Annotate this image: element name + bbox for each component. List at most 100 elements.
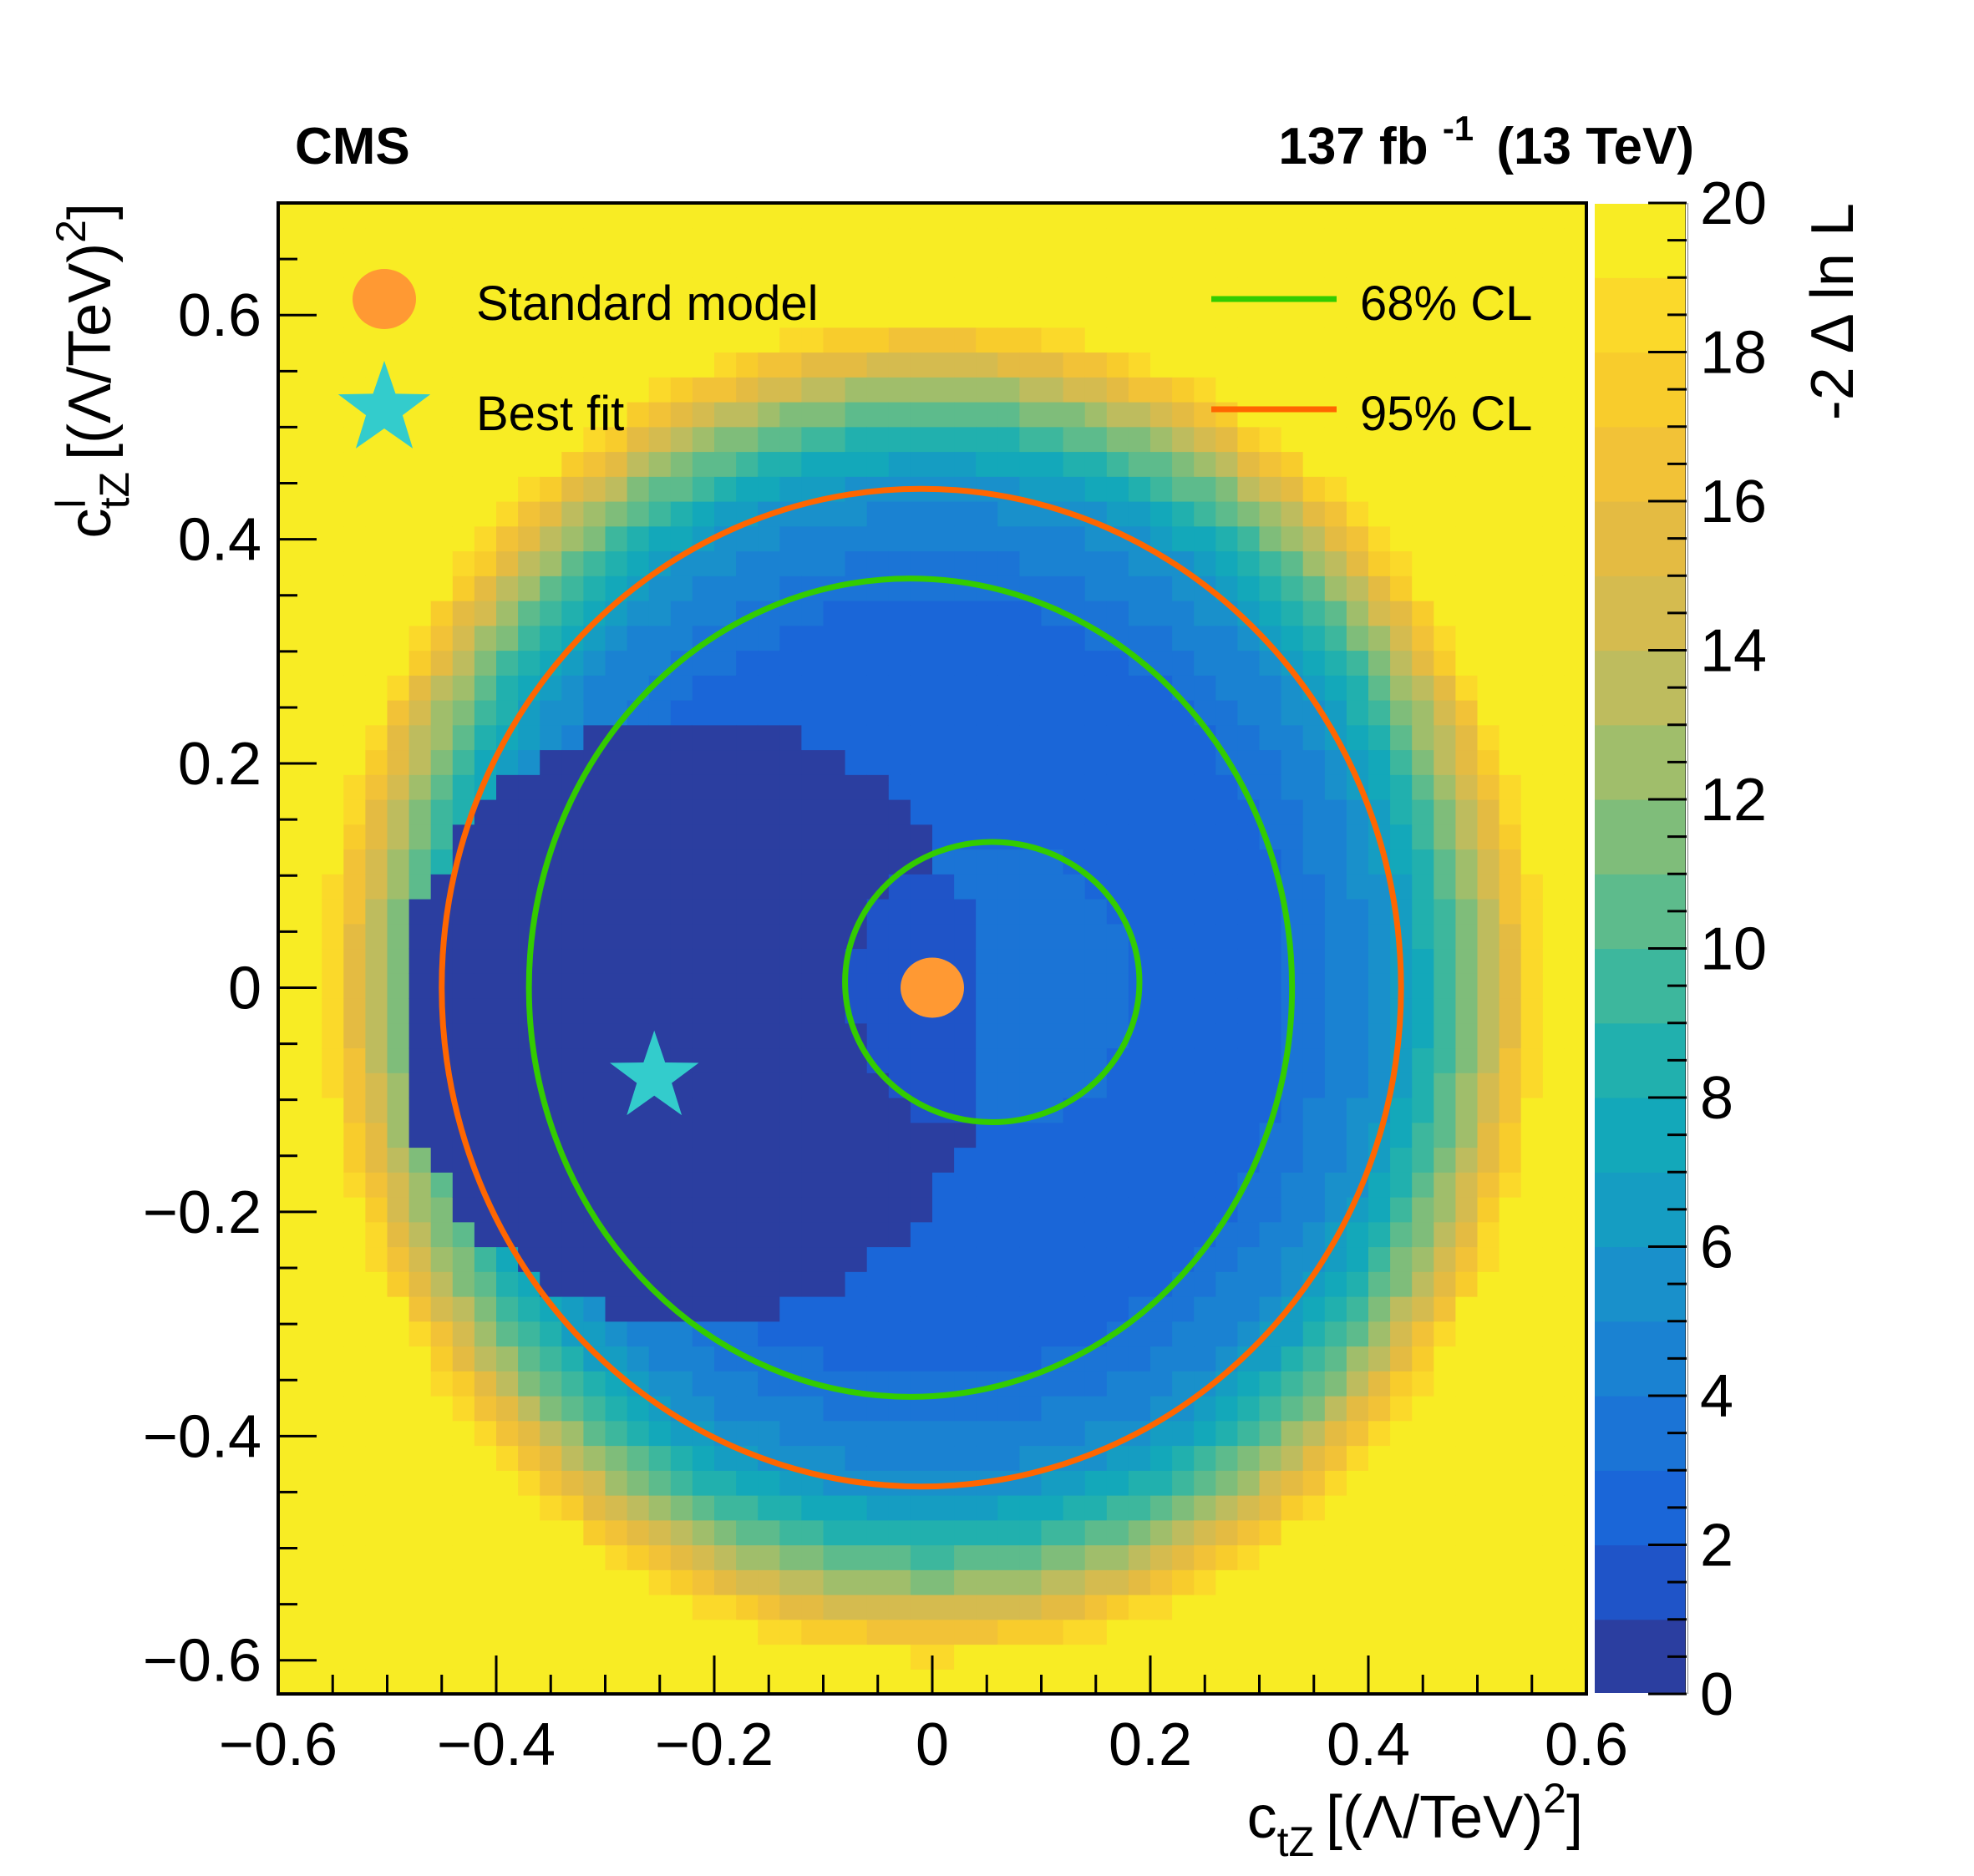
heatmap-cell bbox=[823, 601, 846, 626]
heatmap-cell bbox=[1084, 923, 1108, 950]
heatmap-cell bbox=[670, 1519, 693, 1546]
heatmap-cell bbox=[1520, 1197, 1544, 1223]
heatmap-cell bbox=[387, 1669, 410, 1694]
heatmap-cell bbox=[583, 973, 606, 999]
heatmap-cell bbox=[1499, 899, 1522, 925]
heatmap-cell bbox=[409, 203, 432, 229]
heatmap-cell bbox=[1455, 1396, 1479, 1422]
heatmap-cell bbox=[1084, 402, 1108, 428]
heatmap-cell bbox=[409, 1544, 432, 1570]
heatmap-cell bbox=[1520, 302, 1544, 328]
heatmap-cell bbox=[583, 575, 606, 601]
heatmap-cell bbox=[1019, 923, 1043, 950]
heatmap-cell bbox=[1564, 799, 1586, 825]
heatmap-cell bbox=[1368, 402, 1391, 428]
heatmap-cell bbox=[1542, 1022, 1565, 1049]
heatmap-cell bbox=[845, 1445, 868, 1471]
heatmap-cell bbox=[1520, 1221, 1544, 1248]
heatmap-cell bbox=[496, 1296, 519, 1322]
heatmap-cell bbox=[561, 352, 584, 378]
heatmap-cell bbox=[322, 501, 344, 527]
heatmap-cell bbox=[1259, 1669, 1282, 1694]
heatmap-cell bbox=[1106, 973, 1129, 999]
heatmap-cell bbox=[1215, 203, 1238, 229]
heatmap-cell bbox=[1434, 302, 1456, 328]
heatmap-cell bbox=[670, 203, 693, 229]
heatmap-cell bbox=[452, 1519, 475, 1546]
heatmap-cell bbox=[758, 1644, 780, 1670]
heatmap-cell bbox=[518, 575, 540, 601]
heatmap-cell bbox=[1455, 1122, 1479, 1148]
heatmap-cell bbox=[452, 1321, 475, 1347]
heatmap-cell bbox=[1172, 327, 1195, 353]
heatmap-cell bbox=[605, 799, 628, 825]
heatmap-cell bbox=[866, 1098, 890, 1123]
heatmap-cell bbox=[1019, 327, 1043, 353]
heatmap-cell bbox=[997, 849, 1020, 875]
heatmap-cell bbox=[1477, 1246, 1500, 1272]
heatmap-cell bbox=[1346, 1445, 1369, 1471]
heatmap-cell bbox=[954, 1022, 977, 1049]
heatmap-cell bbox=[474, 824, 497, 850]
heatmap-cell bbox=[409, 799, 432, 825]
heatmap-cell bbox=[670, 1022, 693, 1049]
heatmap-cell bbox=[387, 1072, 410, 1098]
heatmap-cell bbox=[1390, 550, 1413, 576]
heatmap-cell bbox=[976, 650, 998, 676]
heatmap-cell bbox=[1368, 774, 1391, 800]
heatmap-cell bbox=[1237, 973, 1261, 999]
heatmap-cell bbox=[518, 402, 540, 428]
heatmap-cell bbox=[278, 203, 301, 229]
heatmap-cell bbox=[1542, 203, 1565, 229]
heatmap-cell bbox=[1499, 874, 1522, 900]
heatmap-cell bbox=[736, 1371, 759, 1397]
heatmap-cell bbox=[540, 1569, 562, 1595]
heatmap-cell bbox=[300, 1022, 322, 1049]
heatmap-cell bbox=[692, 252, 715, 278]
heatmap-cell bbox=[1412, 874, 1434, 900]
heatmap-cell bbox=[540, 550, 562, 576]
heatmap-cell bbox=[1477, 973, 1500, 999]
heatmap-cell bbox=[1368, 1197, 1391, 1223]
heatmap-cell bbox=[1346, 575, 1369, 601]
heatmap-cell bbox=[518, 377, 540, 403]
heatmap-cell bbox=[1215, 1047, 1238, 1073]
heatmap-cell bbox=[779, 1470, 802, 1496]
heatmap-cell bbox=[801, 227, 825, 254]
heatmap-cell bbox=[1455, 1669, 1479, 1694]
heatmap-cell bbox=[1434, 774, 1456, 800]
heatmap-cell bbox=[866, 700, 890, 726]
heatmap-cell bbox=[496, 1519, 519, 1546]
heatmap-cell bbox=[866, 451, 890, 477]
heatmap-cell bbox=[474, 601, 497, 626]
heatmap-cell bbox=[910, 1047, 933, 1073]
heatmap-cell bbox=[430, 1197, 454, 1223]
heatmap-cell bbox=[1542, 1669, 1565, 1694]
heatmap-cell bbox=[627, 625, 650, 652]
heatmap-cell bbox=[1194, 252, 1216, 278]
heatmap-cell bbox=[1259, 1197, 1282, 1223]
heatmap-cell bbox=[1477, 1669, 1500, 1694]
heatmap-cell bbox=[648, 277, 672, 303]
heatmap-cell bbox=[452, 973, 475, 999]
heatmap-cell bbox=[1564, 700, 1586, 726]
heatmap-cell bbox=[1412, 1619, 1434, 1645]
heatmap-cell bbox=[1172, 377, 1195, 403]
heatmap-cell bbox=[1455, 601, 1479, 626]
heatmap-cell bbox=[387, 923, 410, 950]
heatmap-cell bbox=[387, 749, 410, 775]
heatmap-cell bbox=[1455, 1022, 1479, 1049]
heatmap-cell bbox=[518, 1420, 540, 1447]
heatmap-cell bbox=[1499, 1396, 1522, 1422]
heatmap-cell bbox=[888, 252, 911, 278]
heatmap-cell bbox=[714, 327, 737, 353]
heatmap-cell bbox=[648, 525, 672, 552]
heatmap-cell bbox=[648, 1569, 672, 1595]
heatmap-cell bbox=[1564, 724, 1586, 751]
heatmap-cell bbox=[1390, 700, 1413, 726]
heatmap-cell bbox=[1434, 650, 1456, 676]
heatmap-cell bbox=[1150, 377, 1173, 403]
heatmap-cell bbox=[1302, 203, 1326, 229]
heatmap-cell bbox=[343, 824, 366, 850]
heatmap-cell bbox=[1499, 1470, 1522, 1496]
